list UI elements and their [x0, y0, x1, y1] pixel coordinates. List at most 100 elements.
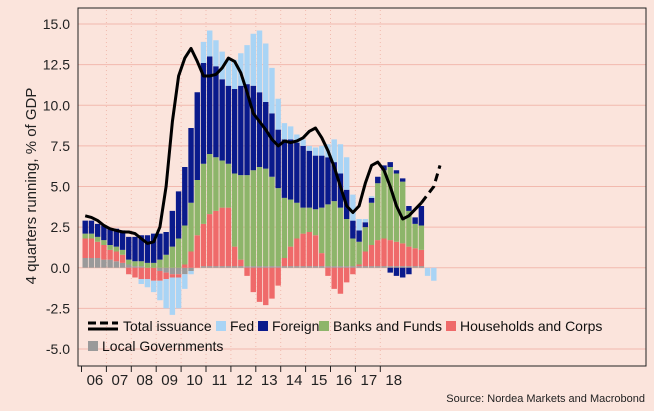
bar-fed	[157, 280, 163, 301]
bar-local	[343, 266, 350, 268]
bar-foreign	[126, 236, 132, 260]
bar-foreign	[356, 230, 362, 242]
bar-banks	[306, 207, 313, 232]
bar-banks	[219, 160, 225, 208]
bar-foreign	[269, 113, 275, 177]
bar-local	[275, 266, 281, 268]
total-issuance-line	[84, 46, 442, 245]
bar-local	[169, 267, 176, 275]
bar-foreign	[406, 267, 412, 275]
legend-label-total-issuance: Total issuance	[123, 318, 212, 334]
bar-local	[256, 266, 263, 268]
bar-fed	[213, 40, 219, 67]
x-tick-label: 16	[336, 372, 353, 389]
bar-local	[287, 266, 294, 268]
bar-banks	[399, 181, 406, 244]
bar-local	[82, 258, 88, 268]
legend-label-banks-and-funds: Banks and Funds	[333, 318, 442, 334]
legend-label-local-governments: Local Governments	[102, 338, 223, 354]
bar-local	[213, 266, 219, 268]
x-tick-label: 13	[261, 372, 278, 389]
bar-households	[82, 238, 88, 258]
bar-fed	[250, 33, 256, 86]
bar-foreign	[418, 206, 425, 226]
bar-households	[406, 246, 412, 267]
bar-banks	[337, 207, 344, 267]
bar-banks	[418, 225, 425, 250]
bar-banks	[163, 254, 169, 268]
bar-local	[113, 261, 120, 268]
bar-households	[356, 264, 362, 267]
bar-banks	[175, 238, 182, 268]
legend-swatch-fed	[216, 321, 226, 331]
bar-households	[94, 241, 101, 258]
bar-local	[350, 266, 356, 268]
bar-foreign	[319, 155, 325, 208]
bar-foreign	[119, 230, 126, 250]
bar-fed	[331, 139, 337, 163]
bar-fed	[362, 219, 369, 223]
bar-foreign	[294, 142, 300, 203]
bar-local	[306, 266, 313, 268]
bar-fed	[319, 145, 325, 156]
bar-local	[294, 266, 300, 268]
bar-banks	[225, 163, 232, 208]
y-tick-label: -5.0	[46, 341, 70, 357]
bar-households	[275, 267, 281, 286]
bar-households	[144, 267, 151, 280]
bar-foreign	[275, 129, 281, 189]
bar-fed	[281, 123, 288, 140]
bar-households	[182, 264, 188, 268]
bar-households	[375, 240, 381, 267]
bar-foreign	[399, 178, 406, 182]
bar-local	[119, 262, 126, 268]
bar-households	[219, 207, 225, 267]
x-tick-label: 07	[112, 372, 129, 389]
bar-banks	[263, 168, 269, 267]
bar-fed	[231, 59, 238, 89]
bar-local	[368, 266, 375, 268]
bar-foreign	[231, 89, 238, 174]
bar-foreign	[113, 228, 120, 247]
bar-local	[238, 266, 244, 268]
bar-local	[312, 266, 319, 268]
bar-households	[399, 243, 406, 267]
bar-local	[88, 258, 95, 268]
bar-households	[157, 271, 163, 281]
bar-foreign	[182, 167, 188, 226]
bar-local	[219, 266, 225, 268]
bar-households	[163, 272, 169, 280]
bar-foreign	[207, 56, 213, 154]
bar-banks	[256, 167, 263, 267]
bar-households	[244, 267, 250, 276]
y-tick-label: 0.0	[51, 260, 71, 276]
bar-foreign	[287, 139, 294, 200]
bar-local	[269, 266, 275, 268]
bar-fed	[287, 126, 294, 140]
bar-local	[281, 266, 288, 268]
bar-banks	[132, 261, 138, 267]
bar-local	[188, 267, 194, 271]
bar-banks	[275, 188, 281, 267]
bar-fed	[368, 196, 375, 198]
bar-foreign	[256, 92, 263, 167]
bar-households	[263, 267, 269, 306]
bar-local	[381, 266, 387, 268]
bar-fed	[350, 194, 356, 221]
bar-banks	[294, 202, 300, 239]
bar-banks	[82, 233, 88, 239]
bar-households	[300, 233, 306, 267]
bar-households	[287, 246, 294, 267]
bar-households	[319, 253, 325, 267]
bar-foreign	[238, 85, 244, 176]
bar-local	[182, 267, 188, 275]
bar-households	[368, 245, 375, 267]
x-tick-label: 11	[212, 372, 228, 389]
bar-banks	[188, 202, 194, 252]
bar-households	[250, 267, 256, 293]
bar-foreign	[399, 267, 406, 278]
bar-banks	[94, 236, 101, 242]
bar-fed	[200, 41, 207, 63]
bar-banks	[101, 240, 107, 245]
